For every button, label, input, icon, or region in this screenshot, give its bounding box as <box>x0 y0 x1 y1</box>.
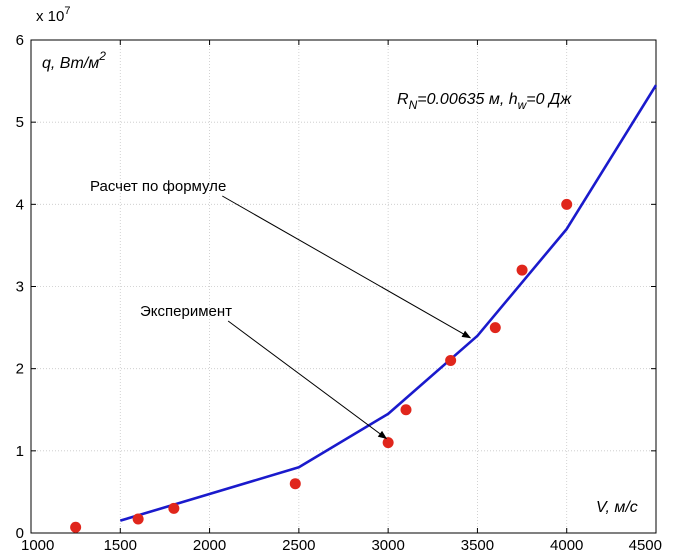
data-point-experiment <box>561 198 573 210</box>
data-point-experiment <box>289 478 301 490</box>
y-tick-label: 2 <box>16 361 24 378</box>
annotation-formula-arrow <box>222 195 472 339</box>
x-axis-label: V, м/с <box>596 499 638 516</box>
series-layer <box>70 84 658 533</box>
x-tick-label: 2000 <box>193 537 226 554</box>
data-point-experiment <box>489 322 501 334</box>
y-tick-label: 4 <box>16 196 24 213</box>
data-point-experiment <box>132 513 144 525</box>
x-tick-label: 3000 <box>371 537 404 554</box>
y-tick-label: 6 <box>16 32 24 49</box>
data-point-experiment <box>516 264 528 276</box>
data-point-experiment <box>382 437 394 449</box>
x-tick-label: 2500 <box>282 537 315 554</box>
y-tick-label: 5 <box>16 114 24 131</box>
y-tick-label: 3 <box>16 279 24 296</box>
data-point-experiment <box>400 404 412 416</box>
y-multiplier-label: x 107 <box>36 5 70 25</box>
annotations <box>222 195 472 440</box>
annotation-experiment-arrow <box>227 320 388 440</box>
ticks: 1000 1500 2000 2500 3000 3500 4000 4500 0 1 2 3 4 5 6 <box>16 32 662 554</box>
grid <box>31 40 656 533</box>
y-tick-label: 1 <box>16 443 24 460</box>
series-line-formula <box>119 84 658 522</box>
data-point-experiment <box>70 521 82 533</box>
data-point-experiment <box>168 502 180 514</box>
annotation-formula-label: Расчет по формуле <box>90 178 226 195</box>
x-tick-label: 4500 <box>629 537 662 554</box>
data-point-experiment <box>445 354 457 366</box>
x-tick-label: 3500 <box>461 537 494 554</box>
annotation-experiment-label: Эксперимент <box>140 303 232 320</box>
parameters-label: RN=0.00635 м, hw=0 Дж <box>397 91 572 112</box>
y-axis-label: q, Вт/м2 <box>42 49 106 72</box>
x-tick-label: 4000 <box>550 537 583 554</box>
y-tick-label: 0 <box>16 525 24 542</box>
x-tick-label: 1500 <box>104 537 137 554</box>
x-tick-label: 1000 <box>21 537 54 554</box>
